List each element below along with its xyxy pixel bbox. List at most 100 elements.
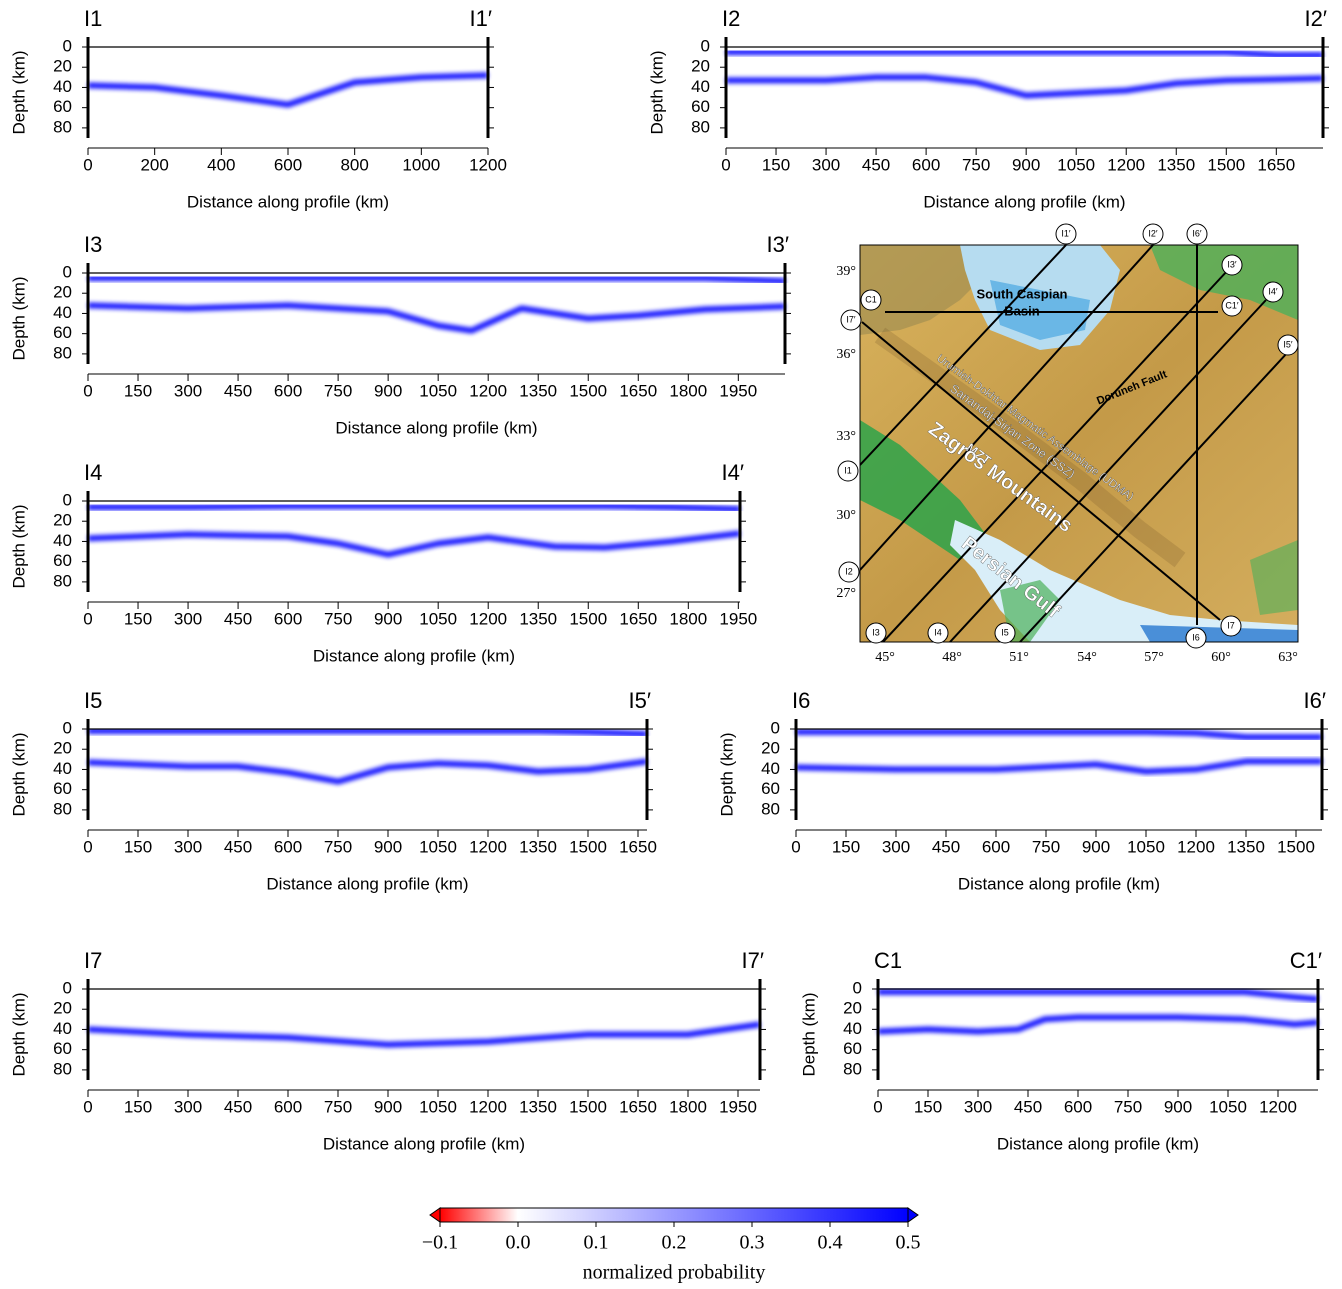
y-tick-label: 80 (53, 571, 72, 590)
x-tick-label: 0 (721, 155, 730, 174)
velocity-band (87, 1021, 761, 1048)
profile-marker (1220, 615, 1242, 637)
y-tick-label: 80 (53, 799, 72, 818)
x-tick-label: 600 (1064, 1097, 1092, 1116)
x-tick-label: 1500 (569, 1097, 607, 1116)
x-tick-label: 600 (274, 609, 302, 628)
plot-area (88, 47, 488, 138)
x-tick-label: 450 (862, 155, 890, 174)
profile-start: C1 (874, 948, 902, 973)
y-axis-label: Depth (km) (9, 504, 28, 588)
x-tick-label: 150 (832, 837, 860, 856)
y-tick-label: 0 (63, 490, 72, 509)
x-tick-label: 750 (324, 381, 352, 400)
profile-marker (1186, 223, 1208, 245)
colorbar-high-arrow (907, 1207, 919, 1223)
profile-marker (1262, 281, 1284, 303)
profile-marker (927, 622, 949, 644)
y-axis-label: Depth (km) (717, 732, 736, 816)
profile-end: C1′ (1290, 948, 1322, 973)
velocity-band (795, 758, 1322, 775)
profile-marker-label: I7 (1227, 620, 1235, 630)
y-tick-label: 0 (853, 978, 862, 997)
profile-marker (840, 309, 862, 331)
x-tick-label: 1050 (419, 837, 457, 856)
profile-start: I7 (84, 948, 102, 973)
region-label: South Caspian (976, 286, 1067, 301)
x-tick-label: 600 (982, 837, 1010, 856)
x-tick-label: 1350 (519, 837, 557, 856)
x-tick-label: 1050 (419, 609, 457, 628)
y-tick-label: 60 (691, 97, 710, 116)
velocity-band (878, 989, 1319, 1003)
lon-label: 48° (942, 650, 962, 665)
x-tick-label: 1200 (469, 155, 507, 174)
colorbar-tick-label: 0.0 (506, 1232, 531, 1254)
lon-label: 57° (1144, 650, 1164, 665)
profile-marker-label: I3 (872, 627, 880, 637)
x-axis-label: Distance along profile (km) (335, 418, 537, 437)
x-axis-label: Distance along profile (km) (323, 1134, 525, 1153)
y-tick-label: 80 (53, 117, 72, 136)
y-tick-label: 0 (63, 978, 72, 997)
x-tick-label: 600 (274, 1097, 302, 1116)
x-tick-label: 1650 (619, 837, 657, 856)
profile-line (882, 269, 1229, 642)
x-tick-label: 1800 (669, 609, 707, 628)
y-tick-label: 0 (63, 36, 72, 55)
x-tick-label: 1650 (619, 381, 657, 400)
x-tick-label: 1950 (719, 381, 757, 400)
x-tick-label: 300 (964, 1097, 992, 1116)
x-tick-label: 900 (374, 1097, 402, 1116)
y-tick-label: 20 (53, 739, 72, 758)
y-axis-label: Depth (km) (647, 50, 666, 134)
colorbar-low-arrow (429, 1207, 441, 1223)
profile-marker (1221, 254, 1243, 276)
y-tick-label: 40 (53, 759, 72, 778)
x-tick-label: 450 (224, 837, 252, 856)
colorbar-tick-label: 0.4 (818, 1232, 843, 1254)
x-tick-label: 900 (374, 837, 402, 856)
x-tick-label: 0 (83, 155, 92, 174)
x-tick-label: 300 (812, 155, 840, 174)
x-tick-label: 600 (274, 155, 302, 174)
x-tick-label: 900 (1012, 155, 1040, 174)
plot-area (88, 273, 785, 364)
profile-start: I2 (722, 6, 740, 31)
velocity-band (87, 302, 786, 334)
profile-line (949, 299, 1267, 642)
x-tick-label: 1500 (569, 837, 607, 856)
profile-start: I3 (84, 232, 102, 257)
profile-start: I6 (792, 688, 810, 713)
profile-line (861, 321, 1221, 621)
profile-marker (994, 622, 1016, 644)
velocity-band (87, 72, 489, 108)
velocity-band (877, 1014, 1319, 1035)
x-tick-label: 0 (791, 837, 800, 856)
x-tick-label: 750 (1032, 837, 1060, 856)
y-tick-label: 40 (53, 1019, 72, 1038)
x-tick-label: 1200 (469, 381, 507, 400)
profile-marker-label: I6′ (1192, 228, 1202, 238)
y-tick-label: 0 (701, 36, 710, 55)
profile-marker-label: I5′ (1283, 339, 1293, 349)
profile-end: I6′ (1304, 688, 1326, 713)
y-tick-label: 60 (53, 779, 72, 798)
x-tick-label: 1650 (1257, 155, 1295, 174)
x-tick-label: 1350 (1157, 155, 1195, 174)
profile-start: I5 (84, 688, 102, 713)
lat-label: 39° (836, 264, 856, 279)
y-tick-label: 20 (761, 739, 780, 758)
x-tick-label: 150 (124, 609, 152, 628)
y-tick-label: 80 (53, 343, 72, 362)
x-tick-label: 150 (124, 381, 152, 400)
profile-end: I7′ (742, 948, 764, 973)
x-tick-label: 450 (224, 609, 252, 628)
colorbar-tick-label: 0.2 (662, 1232, 687, 1254)
y-tick-label: 80 (761, 799, 780, 818)
x-tick-label: 1500 (569, 609, 607, 628)
x-tick-label: 600 (274, 381, 302, 400)
x-tick-label: 750 (324, 609, 352, 628)
velocity-band (88, 503, 741, 513)
y-tick-label: 20 (53, 511, 72, 530)
